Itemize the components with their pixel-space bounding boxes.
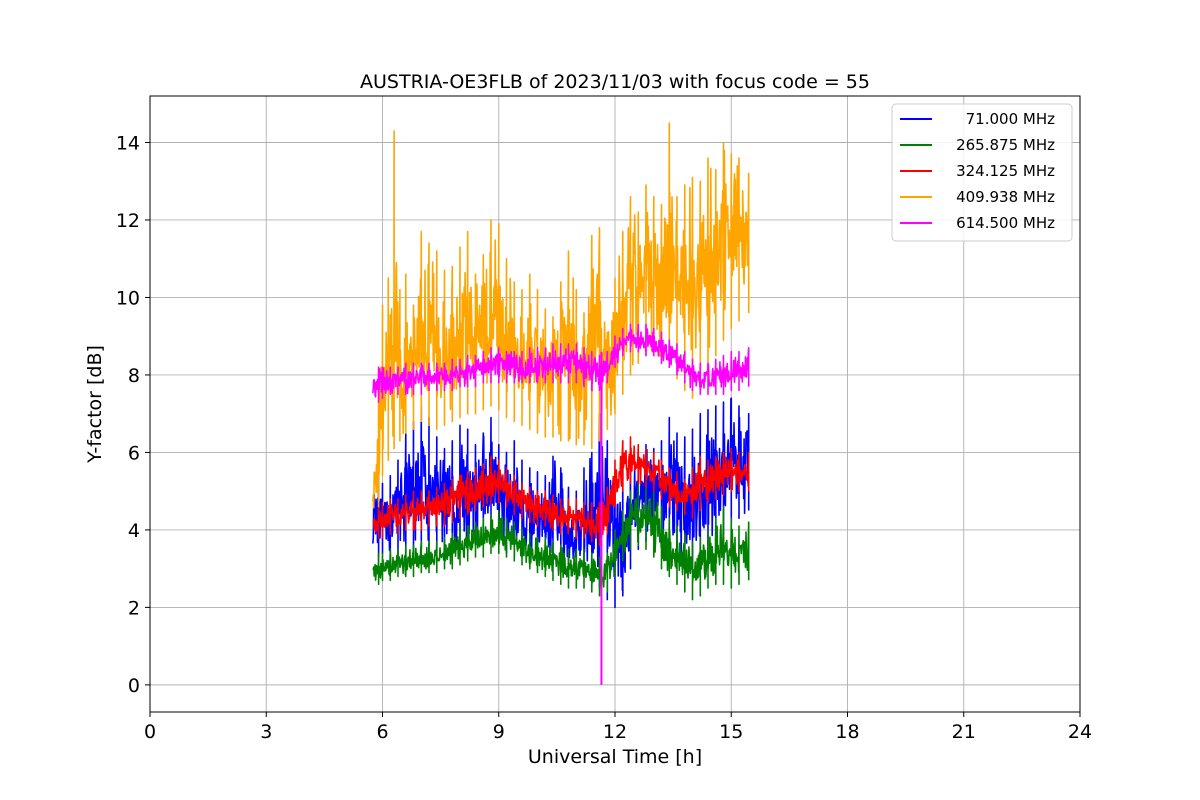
legend-label: 614.500 MHz — [956, 214, 1055, 232]
x-tick-label: 24 — [1068, 721, 1092, 743]
series-line — [372, 482, 750, 601]
x-tick-label: 15 — [719, 721, 743, 743]
legend: 71.000 MHz 265.875 MHz 324.125 MHz 409.938 … — [891, 103, 1073, 242]
y-tick-label: 0 — [128, 675, 140, 697]
y-tick-label: 14 — [116, 132, 140, 154]
x-tick-label: 21 — [952, 721, 976, 743]
x-axis-label: Universal Time [h] — [528, 746, 702, 768]
y-axis-label: Y-factor [dB] — [84, 345, 106, 464]
x-tick-label: 6 — [376, 721, 388, 743]
y-tick-label: 4 — [128, 520, 140, 542]
legend-box — [891, 103, 1073, 242]
legend-label: 324.125 MHz — [956, 162, 1055, 180]
y-tick-label: 2 — [128, 597, 140, 619]
x-tick-label: 3 — [260, 721, 272, 743]
x-axis: 0 3 6 9 12 15 18 21 24 — [144, 712, 1092, 743]
x-tick-label: 18 — [835, 721, 859, 743]
y-tick-label: 6 — [128, 442, 140, 464]
y-tick-label: 12 — [116, 210, 140, 232]
chart-title: AUSTRIA-OE3FLB of 2023/11/03 with focus … — [360, 71, 870, 93]
legend-label: 265.875 MHz — [956, 136, 1055, 154]
series-layer — [372, 122, 750, 685]
legend-label: 71.000 MHz — [966, 110, 1055, 128]
series-line — [372, 323, 750, 403]
x-tick-label: 9 — [493, 721, 505, 743]
y-axis: 0 2 4 6 8 10 12 14 — [116, 132, 150, 697]
y-tick-label: 10 — [116, 287, 140, 309]
x-tick-label: 0 — [144, 721, 156, 743]
series-line — [372, 436, 750, 547]
y-tick-label: 8 — [128, 365, 140, 387]
x-tick-label: 12 — [603, 721, 627, 743]
legend-label: 409.938 MHz — [956, 188, 1055, 206]
